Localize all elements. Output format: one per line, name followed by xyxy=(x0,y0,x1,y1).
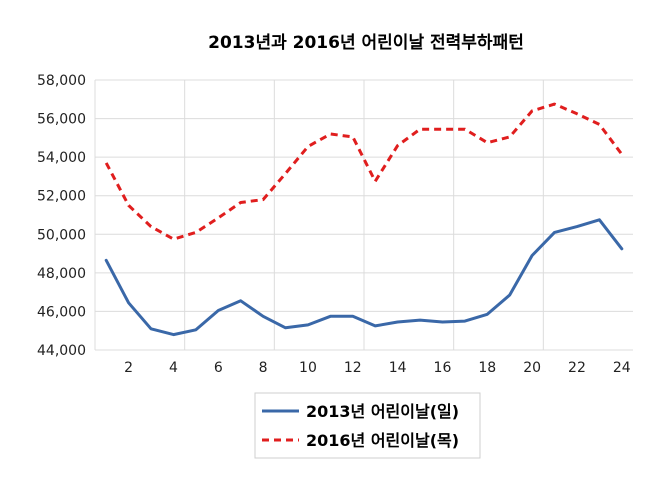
x-tick-label: 8 xyxy=(259,360,268,376)
series-lines xyxy=(104,102,624,337)
x-tick-label: 4 xyxy=(169,360,178,376)
x-tick-label: 16 xyxy=(434,360,452,376)
x-tick-label: 10 xyxy=(299,360,317,376)
x-tick-label: 6 xyxy=(214,360,223,376)
x-axis-tick-labels: 2 4 6 8 10 12 14 16 18 20 22 24 xyxy=(124,360,631,376)
y-tick-label: 58,000 xyxy=(37,73,86,89)
series-line-2016 xyxy=(104,102,624,241)
x-tick-label: 18 xyxy=(478,360,496,376)
y-tick-label: 44,000 xyxy=(37,343,86,359)
y-tick-label: 50,000 xyxy=(37,227,86,243)
chart-title: 2013년과 2016년 어린이날 전력부하패턴 xyxy=(208,33,524,53)
legend-box xyxy=(254,392,481,459)
grid xyxy=(94,79,633,351)
x-tick-label: 24 xyxy=(613,360,631,376)
legend-label-2016: 2016년 어린이날(목) xyxy=(306,431,459,450)
y-tick-label: 46,000 xyxy=(37,304,86,320)
x-tick-label: 22 xyxy=(568,360,586,376)
x-tick-label: 12 xyxy=(344,360,362,376)
y-tick-label: 54,000 xyxy=(37,150,86,166)
x-tick-label: 14 xyxy=(389,360,407,376)
y-tick-label: 52,000 xyxy=(37,189,86,205)
x-tick-label: 2 xyxy=(124,360,133,376)
y-tick-label: 56,000 xyxy=(37,112,86,128)
series-line-2013 xyxy=(104,218,624,337)
legend-label-2013: 2013년 어린이날(일) xyxy=(306,402,459,421)
legend: 2013년 어린이날(일) 2016년 어린이날(목) xyxy=(254,392,481,459)
y-axis-tick-labels: 44,000 46,000 48,000 50,000 52,000 54,000 56,0… xyxy=(37,73,86,359)
x-tick-label: 20 xyxy=(523,360,541,376)
y-tick-label: 48,000 xyxy=(37,266,86,282)
